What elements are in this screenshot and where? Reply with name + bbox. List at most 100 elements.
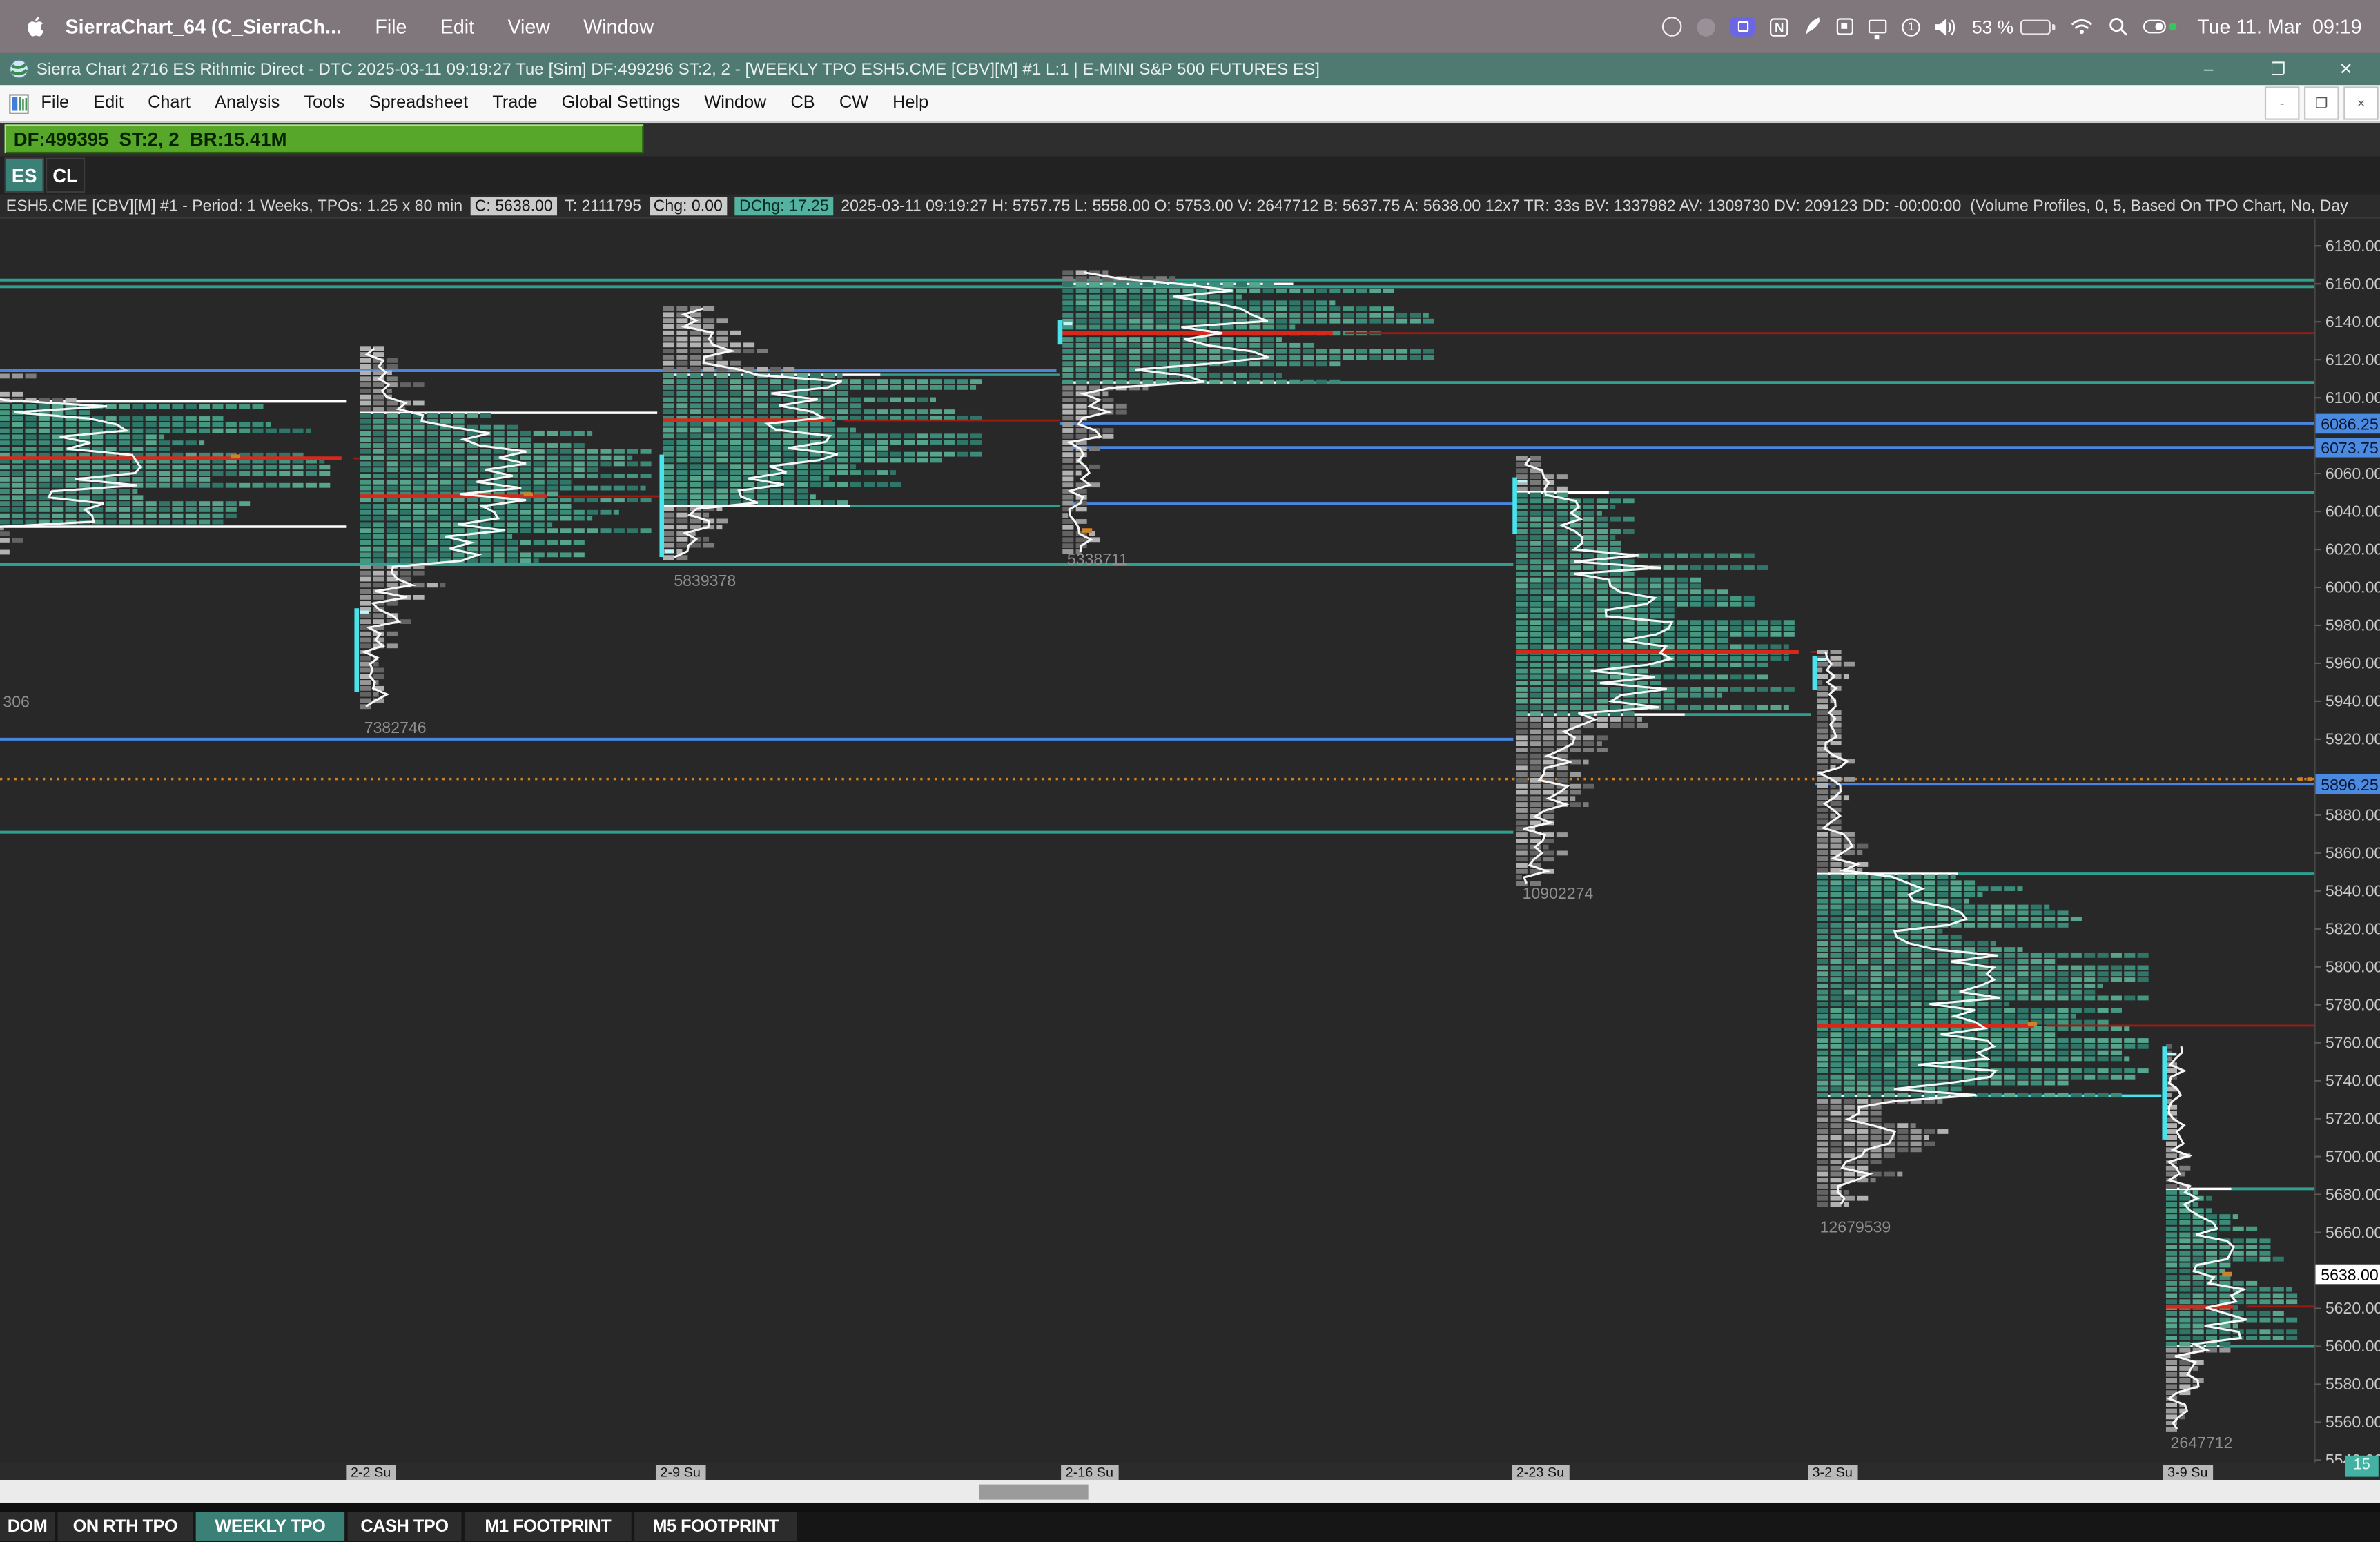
- price-axis-highlight: [2315, 413, 2380, 434]
- info-chip: Chg: 0.00: [649, 196, 728, 215]
- bar-countdown-badge: 15: [2345, 1454, 2379, 1476]
- menu-trade[interactable]: Trade: [492, 94, 538, 113]
- date-label: 3-9 Su: [2163, 1463, 2213, 1481]
- volume-profile-curve: [1522, 458, 1674, 884]
- apple-logo-icon[interactable]: [24, 15, 44, 38]
- record-dot-icon[interactable]: [1697, 17, 1716, 36]
- mdi-minimize-button[interactable]: -: [2264, 86, 2300, 120]
- tpo-profile-wk-3-9[interactable]: 2647712: [2162, 1044, 2315, 1452]
- price-axis-label: 5580.00: [2325, 1375, 2380, 1393]
- svg-text:6086.25: 6086.25: [2321, 416, 2378, 433]
- price-axis-label: 5980.00: [2325, 616, 2380, 634]
- symbol-tab-cl[interactable]: CL: [45, 157, 86, 193]
- date-label: 2-23 Su: [1512, 1463, 1569, 1481]
- control-center-icon[interactable]: [2143, 19, 2176, 34]
- notion-icon[interactable]: N: [1770, 17, 1788, 36]
- window-title: Sierra Chart 2716 ES Rithmic Direct - DT…: [36, 59, 1320, 79]
- screen-share-icon[interactable]: [1730, 17, 1755, 37]
- menu-spreadsheet[interactable]: Spreadsheet: [369, 94, 469, 113]
- date-axis[interactable]: 2-2 Su 2-9 Su 2-16 Su 2-23 Su 3-2 Su 3-9 Su: [0, 1463, 2380, 1481]
- notification-1-icon[interactable]: 1: [1902, 17, 1921, 36]
- price-axis-label: 6140.00: [2325, 313, 2380, 331]
- volume-profile-curve: [673, 307, 843, 558]
- menu-file[interactable]: File: [41, 94, 70, 113]
- menu-cw[interactable]: CW: [839, 94, 868, 113]
- window-icon[interactable]: [1837, 18, 1854, 35]
- mdi-restore-button[interactable]: ❐: [2304, 86, 2339, 120]
- chart-tab-dom[interactable]: DOM: [0, 1512, 55, 1541]
- tpo-profile-wk-2-23[interactable]: 10902274: [1512, 456, 1817, 902]
- price-axis-label: 6160.00: [2325, 275, 2380, 293]
- date-label: 2-2 Su: [346, 1463, 396, 1481]
- chart-tab-on-rth-tpo[interactable]: ON RTH TPO: [57, 1512, 193, 1541]
- date-label: 2-16 Su: [1061, 1463, 1118, 1481]
- price-axis-label: 5660.00: [2325, 1223, 2380, 1241]
- minimize-button[interactable]: –: [2203, 59, 2214, 79]
- macos-menu-file[interactable]: File: [375, 14, 407, 38]
- info-chip: C: 5638.00: [470, 196, 558, 215]
- tpo-chart-canvas[interactable]: 306 7382746 5839378 5338711 10902274 12679539…: [0, 218, 2380, 1469]
- close-button[interactable]: ✕: [2339, 60, 2353, 79]
- chart-tab-weekly-tpo[interactable]: WEEKLY TPO: [195, 1512, 345, 1541]
- tpo-profile-wk-2-16[interactable]: 5338711: [1057, 270, 2315, 568]
- chart-tab-m5-footprint[interactable]: M5 FOOTPRINT: [634, 1512, 797, 1541]
- chart-info-line: ESH5.CME [CBV][M] #1 - Period: 1 Weeks, …: [0, 194, 2380, 217]
- symbol-tab-es[interactable]: ES: [4, 157, 44, 193]
- chart-tab-bar: DOM ON RTH TPO WEEKLY TPO CASH TPO M1 FOOTPR…: [0, 1512, 2380, 1542]
- green-status-dot-icon: [2168, 22, 2176, 30]
- mdi-close-button[interactable]: ×: [2343, 86, 2379, 120]
- price-axis-label: 5700.00: [2325, 1147, 2380, 1165]
- menu-bar-clock[interactable]: Tue 11. Mar 09:19: [2197, 14, 2362, 38]
- macos-menu-window[interactable]: Window: [583, 14, 654, 38]
- menu-analysis[interactable]: Analysis: [215, 94, 280, 113]
- price-axis-label: 5880.00: [2325, 806, 2380, 824]
- maximize-button[interactable]: ❐: [2270, 60, 2286, 79]
- chart-tab-cash-tpo[interactable]: CASH TPO: [347, 1512, 462, 1541]
- pen-icon[interactable]: [1804, 17, 1822, 37]
- search-icon[interactable]: [2107, 17, 2127, 37]
- tpo-profile-wk-3-2[interactable]: 12679539: [1812, 650, 2315, 1236]
- menu-tools[interactable]: Tools: [304, 94, 345, 113]
- price-axis-label: 5740.00: [2325, 1071, 2380, 1089]
- window-title-bar[interactable]: Sierra Chart 2716 ES Rithmic Direct - DT…: [0, 52, 2380, 86]
- price-axis-label: 5840.00: [2325, 881, 2380, 899]
- horizontal-scrollbar[interactable]: [0, 1480, 2380, 1503]
- menu-chart[interactable]: Chart: [148, 94, 191, 113]
- price-axis-highlight: [2315, 437, 2380, 458]
- tpo-profile-wk-2-2[interactable]: 7382746: [354, 346, 663, 736]
- application-menu-bar: File Edit Chart Analysis Tools Spreadsheet Tra…: [0, 85, 2380, 124]
- profile-volume-label: 5338711: [1067, 550, 1128, 568]
- svg-text:5638.00: 5638.00: [2321, 1266, 2378, 1284]
- volume-profile-curve: [0, 398, 142, 528]
- price-axis-label: 5860.00: [2325, 844, 2380, 862]
- menu-edit[interactable]: Edit: [93, 94, 124, 113]
- menu-help[interactable]: Help: [892, 94, 929, 113]
- obs-icon[interactable]: [1662, 17, 1682, 37]
- chart-info-right: 2025-03-11 09:19:27 H: 5757.75 L: 5558.0…: [841, 196, 2348, 215]
- menu-global-settings[interactable]: Global Settings: [561, 94, 681, 113]
- macos-menu-view[interactable]: View: [507, 14, 550, 38]
- symbol-tab-row: ES CL: [0, 156, 2380, 195]
- separator-strip: [0, 1502, 2380, 1512]
- tpo-chart-area[interactable]: 306 7382746 5839378 5338711 10902274 12679539…: [0, 217, 2380, 1469]
- svg-text:5896.25: 5896.25: [2321, 776, 2378, 794]
- wifi-icon[interactable]: [2070, 18, 2093, 35]
- profile-volume-label: 306: [3, 693, 30, 711]
- initial-balance-bar: [1057, 320, 1063, 345]
- profile-volume-label: 12679539: [1820, 1218, 1891, 1236]
- active-app-name[interactable]: SierraChart_64 (C_SierraCh...: [65, 14, 342, 38]
- volume-icon[interactable]: [1935, 17, 1957, 35]
- tpo-profile-wk-1-26[interactable]: 306: [0, 297, 360, 711]
- date-label: 2-9 Su: [655, 1463, 705, 1481]
- menu-cb[interactable]: CB: [790, 94, 815, 113]
- menu-window[interactable]: Window: [704, 94, 767, 113]
- macos-menu-bar: SierraChart_64 (C_SierraCh... File Edit Vi…: [0, 0, 2380, 53]
- svg-text:6073.75: 6073.75: [2321, 439, 2378, 457]
- chart-tab-m1-footprint[interactable]: M1 FOOTPRINT: [464, 1512, 632, 1541]
- macos-menu-edit[interactable]: Edit: [440, 14, 475, 38]
- tpo-profile-wk-2-9[interactable]: 5839378: [659, 306, 1060, 589]
- display-icon[interactable]: [1869, 19, 1887, 39]
- price-axis-label: 5620.00: [2325, 1299, 2380, 1317]
- scrollbar-thumb[interactable]: [979, 1483, 1089, 1499]
- chart-window-icon: [9, 93, 29, 113]
